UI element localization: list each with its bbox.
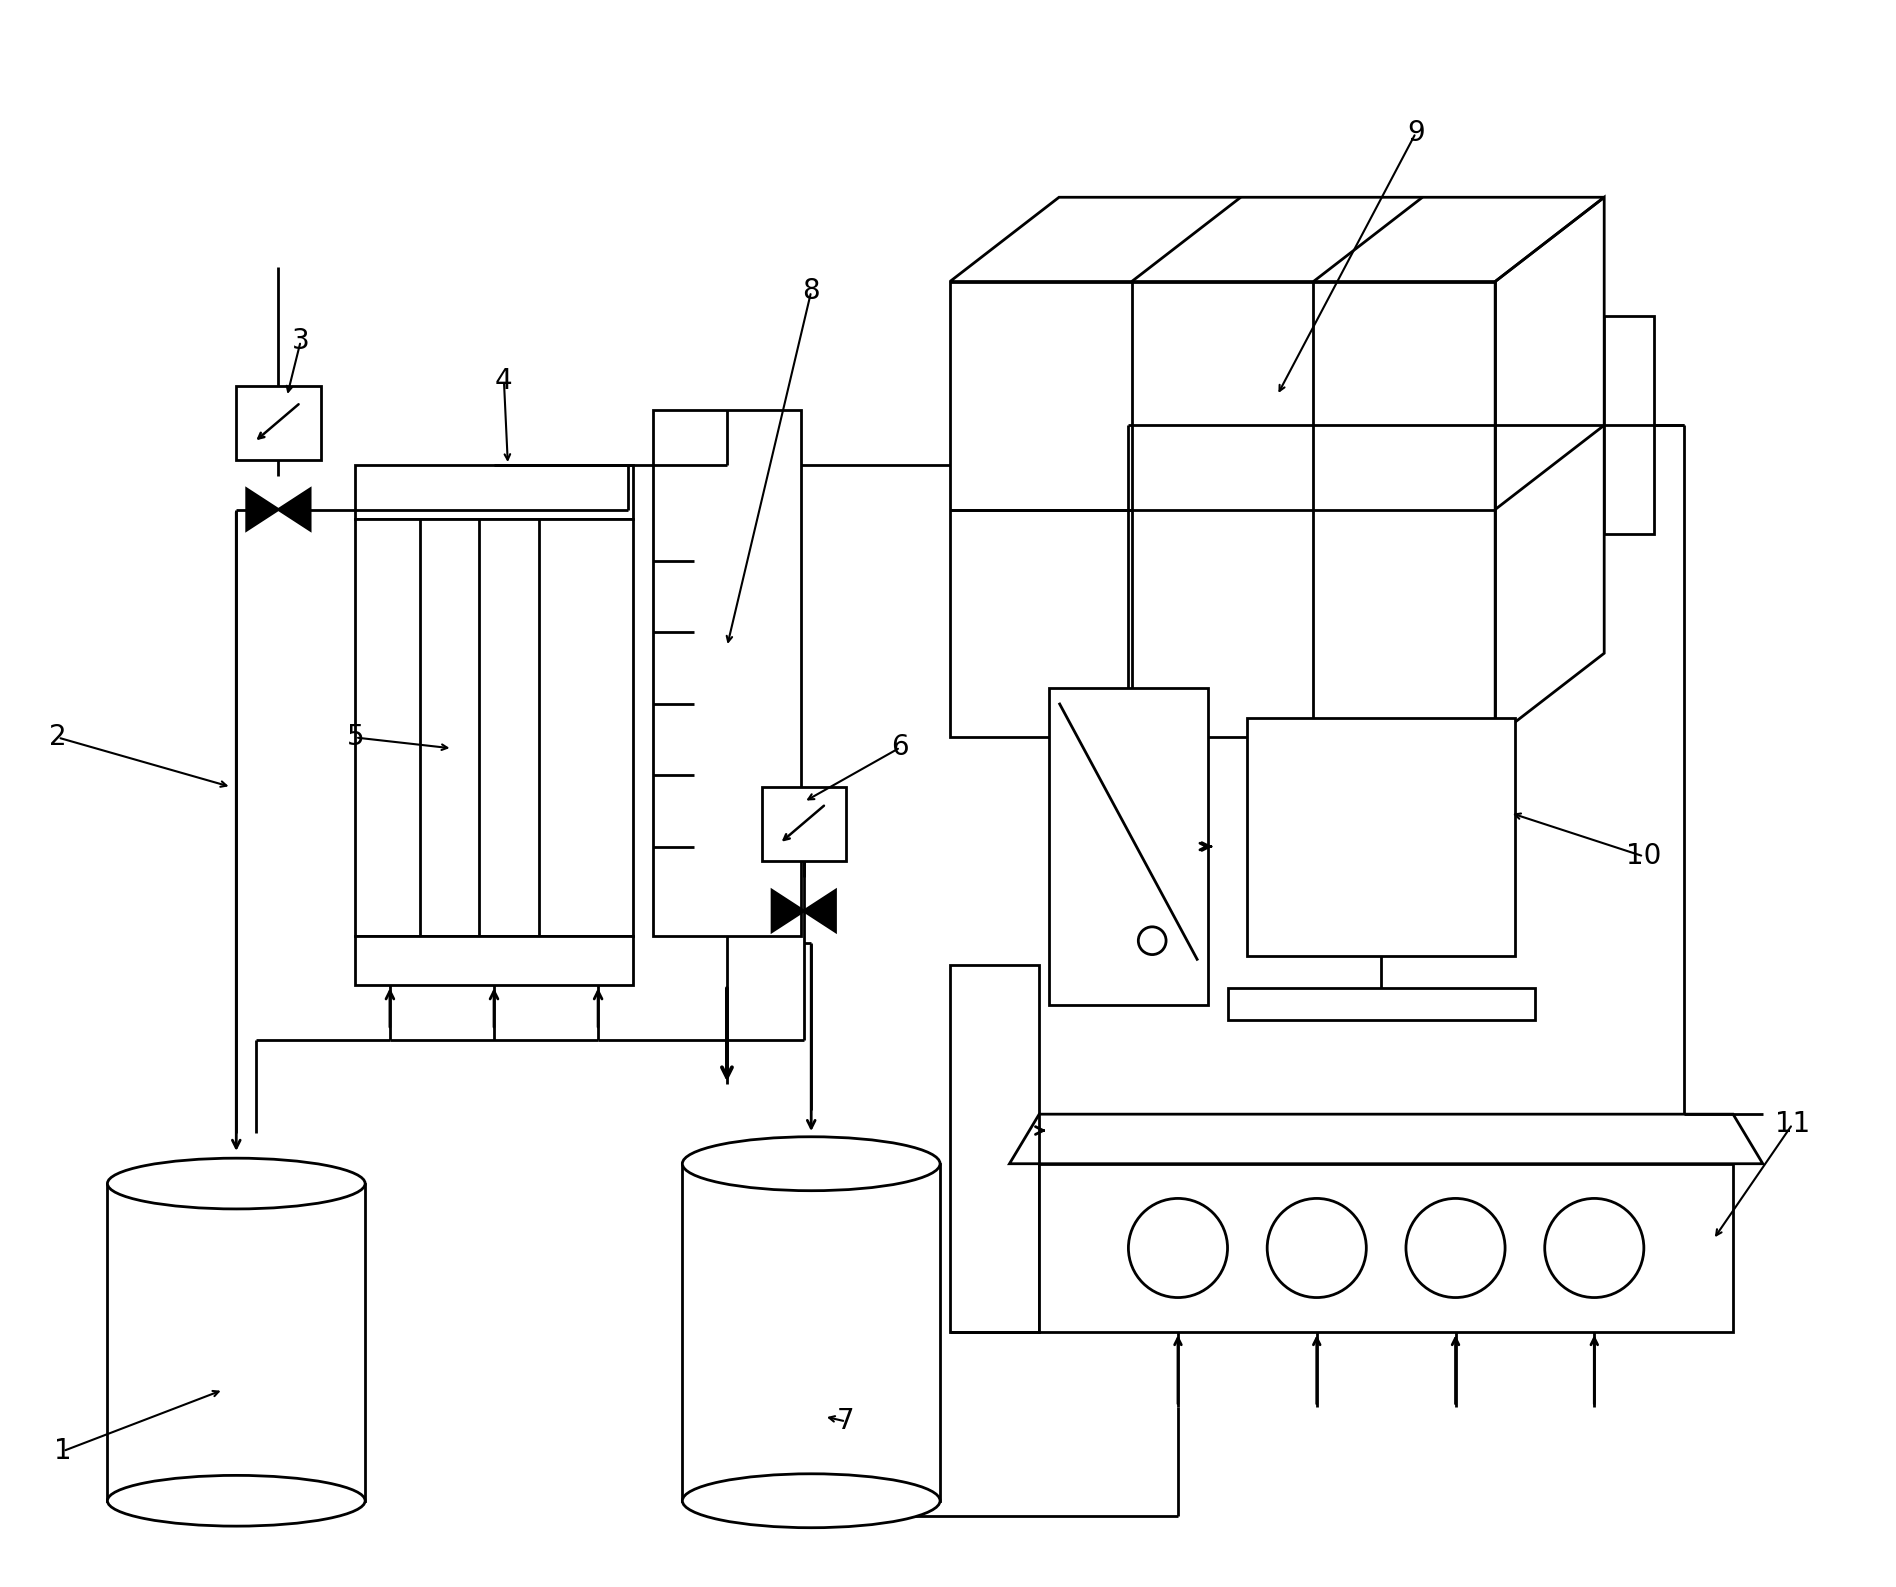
Bar	[1604, 316, 1653, 535]
Text: 6: 6	[891, 733, 910, 762]
Text: 1: 1	[53, 1438, 72, 1465]
Bar	[652, 411, 802, 936]
Ellipse shape	[683, 1474, 940, 1528]
Bar	[355, 519, 633, 936]
Ellipse shape	[108, 1159, 366, 1209]
Bar	[762, 787, 846, 862]
Bar	[237, 386, 320, 460]
Bar	[355, 465, 633, 519]
Bar	[108, 1184, 366, 1501]
Bar	[355, 936, 633, 986]
Polygon shape	[772, 890, 804, 932]
Text: 7: 7	[838, 1408, 855, 1436]
Polygon shape	[279, 489, 311, 530]
Text: 5: 5	[347, 724, 364, 752]
Text: 2: 2	[49, 724, 66, 752]
Bar	[1227, 989, 1536, 1020]
Text: 8: 8	[802, 278, 821, 305]
Ellipse shape	[108, 1476, 366, 1527]
Bar	[950, 965, 1039, 1331]
Text: 11: 11	[1775, 1109, 1811, 1138]
Bar	[1248, 717, 1515, 955]
Text: 9: 9	[1407, 119, 1424, 148]
Bar	[1331, 992, 1431, 1013]
Bar	[1048, 687, 1208, 1005]
Circle shape	[1545, 1198, 1644, 1298]
Bar	[1039, 1163, 1733, 1331]
Text: 4: 4	[495, 367, 512, 395]
Text: 3: 3	[292, 327, 309, 355]
Circle shape	[1128, 1198, 1227, 1298]
Circle shape	[1138, 927, 1166, 954]
Bar	[950, 281, 1496, 738]
Polygon shape	[804, 890, 836, 932]
Text: 10: 10	[1627, 843, 1661, 870]
Circle shape	[1407, 1198, 1505, 1298]
Circle shape	[1267, 1198, 1367, 1298]
Ellipse shape	[683, 1136, 940, 1190]
Polygon shape	[246, 489, 279, 530]
Bar	[683, 1163, 940, 1501]
